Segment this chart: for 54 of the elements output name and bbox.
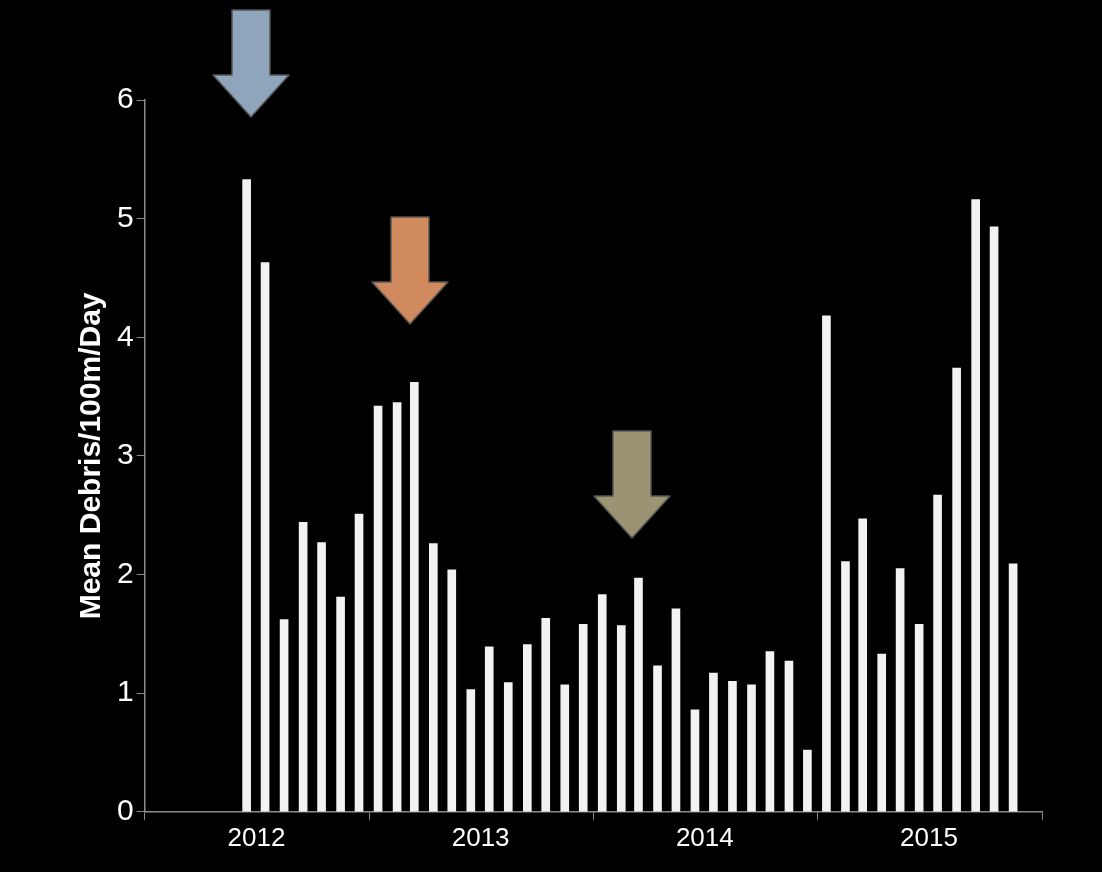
bar (429, 543, 438, 812)
x-tick-label: 2014 (675, 821, 734, 852)
bar (317, 542, 326, 812)
bar (1008, 563, 1018, 812)
y-tick-label: 0 (117, 793, 134, 827)
bar (522, 644, 532, 812)
y-tick-label: 4 (117, 318, 134, 352)
bar (841, 561, 850, 812)
bar (690, 709, 700, 812)
y-tick-label: 5 (117, 199, 134, 233)
y-tick-label: 6 (117, 81, 134, 115)
bar (279, 619, 289, 812)
bar (560, 684, 570, 812)
bar (709, 672, 718, 812)
bar (242, 179, 251, 812)
bar (671, 608, 681, 812)
bar (952, 367, 961, 812)
bar (260, 262, 270, 812)
x-tick-label: 2013 (451, 821, 510, 852)
y-tick-label: 3 (117, 437, 134, 471)
bar (895, 568, 905, 812)
bar (914, 624, 924, 812)
bar (373, 405, 383, 812)
bar (409, 382, 419, 812)
bar (336, 596, 345, 812)
bar (578, 624, 588, 812)
x-tick-label: 2012 (227, 821, 286, 852)
bar (858, 518, 867, 812)
bar (298, 522, 308, 812)
bar (803, 749, 812, 812)
bar (728, 680, 737, 812)
bar (354, 513, 364, 812)
bar (616, 625, 626, 812)
bar (597, 594, 607, 812)
y-axis-title: Mean Debris/100m/Day (73, 292, 107, 620)
y-tick-label: 2 (117, 555, 134, 589)
bar (971, 199, 980, 812)
bar (765, 651, 775, 812)
x-tick-label: 2015 (900, 821, 958, 852)
bar (447, 569, 457, 812)
bar (747, 684, 756, 812)
bar (933, 494, 942, 812)
bar (822, 315, 831, 812)
bar (484, 646, 494, 812)
y-tick-label: 1 (117, 674, 134, 708)
bar (541, 618, 551, 812)
bar (466, 689, 476, 812)
bar (784, 660, 794, 812)
bar (503, 682, 513, 812)
bar (392, 402, 402, 812)
bar (653, 665, 662, 812)
bar (877, 653, 887, 812)
bar (634, 577, 643, 812)
bar (989, 226, 999, 812)
